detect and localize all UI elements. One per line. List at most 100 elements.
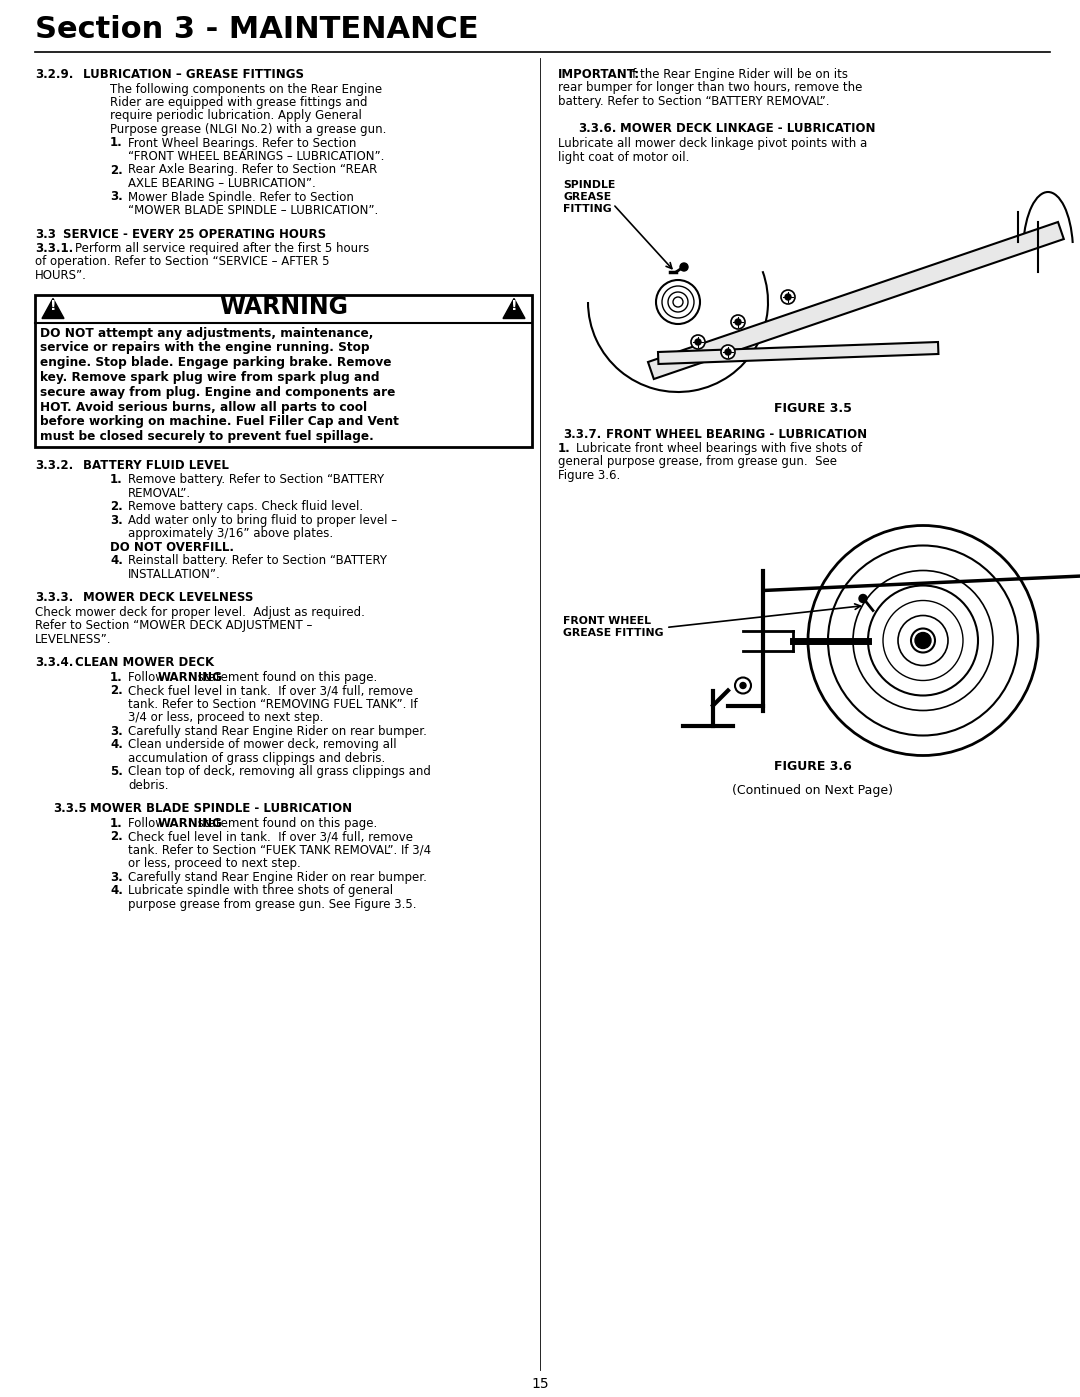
Text: 1.: 1. xyxy=(110,474,123,486)
Text: 3/4 or less, proceed to next step.: 3/4 or less, proceed to next step. xyxy=(129,711,323,725)
Text: MOWER DECK LINKAGE - LUBRICATION: MOWER DECK LINKAGE - LUBRICATION xyxy=(620,123,876,136)
Text: 5.: 5. xyxy=(110,766,123,778)
Text: 3.: 3. xyxy=(110,190,123,204)
Text: Check mower deck for proper level.  Adjust as required.: Check mower deck for proper level. Adjus… xyxy=(35,606,365,619)
Circle shape xyxy=(828,545,1018,735)
Text: Lubricate all mower deck linkage pivot points with a: Lubricate all mower deck linkage pivot p… xyxy=(558,137,867,149)
Text: Front Wheel Bearings. Refer to Section: Front Wheel Bearings. Refer to Section xyxy=(129,137,356,149)
Text: Follow: Follow xyxy=(129,817,168,830)
Text: LUBRICATION – GREASE FITTINGS: LUBRICATION – GREASE FITTINGS xyxy=(83,68,303,81)
Polygon shape xyxy=(503,299,525,319)
Text: 2.: 2. xyxy=(110,685,123,697)
Text: AXLE BEARING – LUBRICATION”.: AXLE BEARING – LUBRICATION”. xyxy=(129,177,315,190)
Text: BATTERY FLUID LEVEL: BATTERY FLUID LEVEL xyxy=(83,458,229,472)
Text: Rear Axle Bearing. Refer to Section “REAR: Rear Axle Bearing. Refer to Section “REA… xyxy=(129,163,377,176)
Text: INSTALLATION”.: INSTALLATION”. xyxy=(129,569,220,581)
Text: purpose grease from grease gun. See Figure 3.5.: purpose grease from grease gun. See Figu… xyxy=(129,898,417,911)
Circle shape xyxy=(735,319,741,326)
Polygon shape xyxy=(42,299,64,319)
Text: Add water only to bring fluid to proper level –: Add water only to bring fluid to proper … xyxy=(129,514,397,527)
Text: REMOVAL”.: REMOVAL”. xyxy=(129,488,191,500)
Circle shape xyxy=(915,633,931,648)
Text: !: ! xyxy=(511,299,517,313)
Text: require periodic lubrication. Apply General: require periodic lubrication. Apply Gene… xyxy=(110,109,362,123)
Text: Clean underside of mower deck, removing all: Clean underside of mower deck, removing … xyxy=(129,739,396,752)
Circle shape xyxy=(731,314,745,330)
Text: Check fuel level in tank.  If over 3/4 full, remove: Check fuel level in tank. If over 3/4 fu… xyxy=(129,685,413,697)
Text: tank. Refer to Section “REMOVING FUEL TANK”. If: tank. Refer to Section “REMOVING FUEL TA… xyxy=(129,698,418,711)
Text: tank. Refer to Section “FUEK TANK REMOVAL”. If 3/4: tank. Refer to Section “FUEK TANK REMOVA… xyxy=(129,844,431,856)
Text: 3.3.7.: 3.3.7. xyxy=(563,427,602,440)
Text: HOT. Avoid serious burns, allow all parts to cool: HOT. Avoid serious burns, allow all part… xyxy=(40,401,367,414)
Circle shape xyxy=(680,263,688,271)
Circle shape xyxy=(721,345,735,359)
Text: engine. Stop blade. Engage parking brake. Remove: engine. Stop blade. Engage parking brake… xyxy=(40,356,391,369)
Text: battery. Refer to Section “BATTERY REMOVAL”.: battery. Refer to Section “BATTERY REMOV… xyxy=(558,95,829,108)
Text: FRONT WHEEL: FRONT WHEEL xyxy=(563,616,651,626)
Text: LEVELNESS”.: LEVELNESS”. xyxy=(35,633,111,645)
Text: or less, proceed to next step.: or less, proceed to next step. xyxy=(129,858,300,870)
Text: accumulation of grass clippings and debris.: accumulation of grass clippings and debr… xyxy=(129,752,386,766)
Circle shape xyxy=(859,595,867,602)
Text: 3.2.9.: 3.2.9. xyxy=(35,68,73,81)
Text: Lubricate spindle with three shots of general: Lubricate spindle with three shots of ge… xyxy=(129,884,393,897)
Text: SPINDLE: SPINDLE xyxy=(563,180,616,190)
Text: Lubricate front wheel bearings with five shots of: Lubricate front wheel bearings with five… xyxy=(576,441,862,455)
Text: 2.: 2. xyxy=(110,500,123,514)
Text: IMPORTANT:: IMPORTANT: xyxy=(558,68,640,81)
Text: WARNING: WARNING xyxy=(219,295,348,319)
Text: !: ! xyxy=(50,299,56,313)
Text: SERVICE - EVERY 25 OPERATING HOURS: SERVICE - EVERY 25 OPERATING HOURS xyxy=(63,228,326,240)
Text: light coat of motor oil.: light coat of motor oil. xyxy=(558,151,689,163)
Polygon shape xyxy=(648,222,1064,379)
Text: FIGURE 3.5: FIGURE 3.5 xyxy=(774,402,852,415)
Text: Figure 3.6.: Figure 3.6. xyxy=(558,469,620,482)
Circle shape xyxy=(740,683,746,689)
Text: debris.: debris. xyxy=(129,780,168,792)
Text: DO NOT OVERFILL.: DO NOT OVERFILL. xyxy=(110,541,234,553)
Text: Reinstall battery. Refer to Section “BATTERY: Reinstall battery. Refer to Section “BAT… xyxy=(129,555,387,567)
Text: 3.3.6.: 3.3.6. xyxy=(578,123,617,136)
Text: 3.: 3. xyxy=(110,870,123,884)
Text: WARNING: WARNING xyxy=(158,671,222,685)
Text: 1.: 1. xyxy=(110,137,123,149)
Circle shape xyxy=(725,349,731,355)
Text: rear bumper for longer than two hours, remove the: rear bumper for longer than two hours, r… xyxy=(558,81,862,95)
Text: 3.3.1.: 3.3.1. xyxy=(35,242,73,256)
Circle shape xyxy=(785,293,791,300)
Text: 4.: 4. xyxy=(110,884,123,897)
Text: 4.: 4. xyxy=(110,555,123,567)
Text: The following components on the Rear Engine: The following components on the Rear Eng… xyxy=(110,82,382,95)
Text: 3.: 3. xyxy=(110,514,123,527)
FancyBboxPatch shape xyxy=(35,295,532,447)
Text: service or repairs with the engine running. Stop: service or repairs with the engine runni… xyxy=(40,341,369,355)
Text: 1.: 1. xyxy=(110,817,123,830)
Text: 1.: 1. xyxy=(110,671,123,685)
Text: secure away from plug. Engine and components are: secure away from plug. Engine and compon… xyxy=(40,386,395,398)
Circle shape xyxy=(781,291,795,305)
Polygon shape xyxy=(658,342,939,365)
Text: Remove battery. Refer to Section “BATTERY: Remove battery. Refer to Section “BATTER… xyxy=(129,474,384,486)
Circle shape xyxy=(656,279,700,324)
Text: FRONT WHEEL BEARING - LUBRICATION: FRONT WHEEL BEARING - LUBRICATION xyxy=(606,427,867,440)
Text: GREASE: GREASE xyxy=(563,191,611,203)
Text: Carefully stand Rear Engine Rider on rear bumper.: Carefully stand Rear Engine Rider on rea… xyxy=(129,870,427,884)
Text: Rider are equipped with grease fittings and: Rider are equipped with grease fittings … xyxy=(110,96,367,109)
Text: “FRONT WHEEL BEARINGS – LUBRICATION”.: “FRONT WHEEL BEARINGS – LUBRICATION”. xyxy=(129,149,384,163)
Text: Clean top of deck, removing all grass clippings and: Clean top of deck, removing all grass cl… xyxy=(129,766,431,778)
Text: 3.3.5: 3.3.5 xyxy=(53,802,86,816)
Text: Refer to Section “MOWER DECK ADJUSTMENT –: Refer to Section “MOWER DECK ADJUSTMENT … xyxy=(35,619,312,633)
Text: GREASE FITTING: GREASE FITTING xyxy=(563,627,663,637)
Text: of operation. Refer to Section “SERVICE – AFTER 5: of operation. Refer to Section “SERVICE … xyxy=(35,256,329,268)
Text: Mower Blade Spindle. Refer to Section: Mower Blade Spindle. Refer to Section xyxy=(129,190,354,204)
Text: WARNING: WARNING xyxy=(158,817,222,830)
Text: MOWER DECK LEVELNESS: MOWER DECK LEVELNESS xyxy=(83,591,254,605)
Text: Section 3 - MAINTENANCE: Section 3 - MAINTENANCE xyxy=(35,15,478,43)
Text: statement found on this page.: statement found on this page. xyxy=(194,817,378,830)
Text: Remove battery caps. Check fluid level.: Remove battery caps. Check fluid level. xyxy=(129,500,363,514)
Text: Purpose grease (NLGI No.2) with a grease gun.: Purpose grease (NLGI No.2) with a grease… xyxy=(110,123,387,136)
Text: 3.3.3.: 3.3.3. xyxy=(35,591,73,605)
Text: MOWER BLADE SPINDLE - LUBRICATION: MOWER BLADE SPINDLE - LUBRICATION xyxy=(90,802,352,816)
Text: 3.3.2.: 3.3.2. xyxy=(35,458,73,472)
Text: 4.: 4. xyxy=(110,739,123,752)
